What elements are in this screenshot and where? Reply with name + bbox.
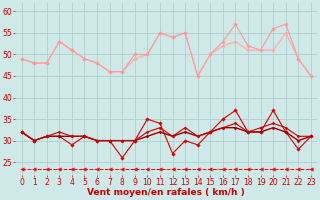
X-axis label: Vent moyen/en rafales ( km/h ): Vent moyen/en rafales ( km/h ) [87,188,245,197]
